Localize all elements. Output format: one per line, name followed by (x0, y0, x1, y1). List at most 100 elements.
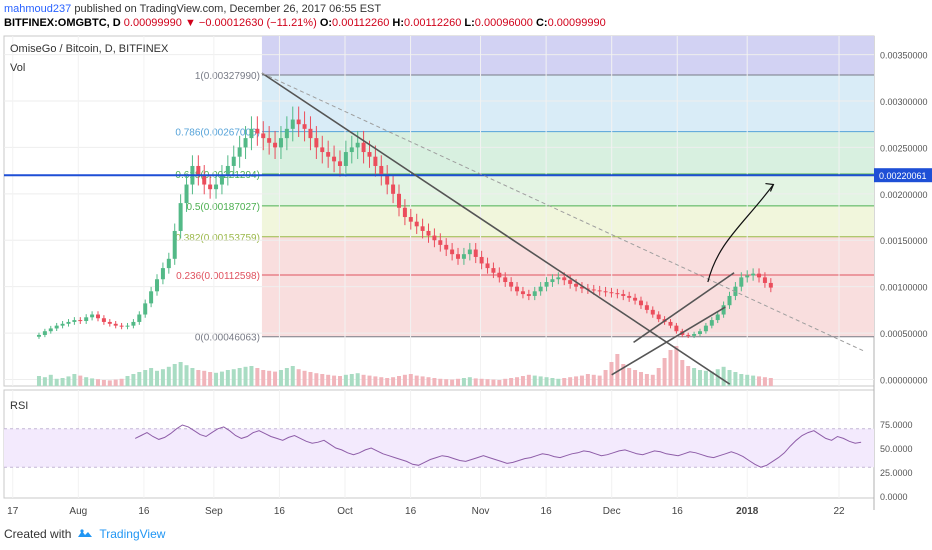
rsi-band (4, 428, 874, 468)
rsi-tick-label: 25.0000 (880, 468, 913, 478)
candle-body (166, 258, 171, 269)
candle-body (745, 275, 750, 278)
candle-body (278, 138, 283, 148)
candle-body (84, 317, 89, 322)
fib-label-0.382: 0.382(0.00153759) (175, 233, 260, 244)
candle-body (273, 142, 278, 148)
candle-body (633, 297, 638, 301)
volume-bar (762, 377, 767, 386)
volume-bar (467, 377, 472, 386)
volume-bar (585, 374, 590, 386)
last-price: 0.00099990 (123, 17, 182, 29)
volume-bar (709, 371, 714, 386)
volume-bar (396, 376, 401, 386)
volume-bar (155, 370, 160, 386)
candle-body (373, 156, 378, 166)
candle-body (526, 294, 531, 296)
volume-bar (219, 371, 224, 386)
volume-bar (267, 370, 272, 386)
volume-bar (255, 368, 260, 386)
candle-body (674, 325, 679, 332)
volume-bar (420, 376, 425, 386)
candle-body (615, 293, 620, 295)
price-tick-label: 0.00000000 (880, 376, 928, 386)
author-link[interactable]: mahmoud237 (4, 3, 72, 15)
volume-bar (361, 374, 366, 386)
candle-body (450, 249, 455, 255)
fib-zone-0.618 (261, 131, 874, 175)
candle-body (603, 291, 608, 293)
time-tick-label: Aug (69, 506, 87, 517)
rsi-pane (4, 424, 874, 468)
volume-bar (615, 354, 620, 386)
volume-bar (656, 368, 661, 386)
volume-bar (60, 378, 65, 386)
time-tick-label: 17 (7, 506, 19, 517)
fib-zone-0.786 (261, 75, 874, 132)
time-tick-label: 16 (405, 506, 417, 517)
price-tick-label: 0.00100000 (880, 283, 928, 293)
volume-bar (432, 378, 437, 386)
tradingview-brand-link[interactable]: TradingView (99, 527, 166, 541)
volume-bar (444, 379, 449, 386)
volume-bar (343, 374, 348, 386)
candle-body (591, 289, 596, 291)
candle-body (237, 147, 242, 157)
candle-body (113, 323, 118, 326)
volume-bar (438, 378, 443, 386)
trendline-0 (261, 72, 731, 385)
fib-zone-top (261, 36, 874, 76)
candle-body (703, 325, 708, 332)
volume-bar (337, 376, 342, 386)
fib-label-0.786: 0.786(0.00267006) (175, 128, 260, 139)
candle-body (715, 314, 720, 321)
volume-bar (532, 375, 537, 386)
drawings[interactable]: 0.00220061 (4, 72, 932, 385)
close-label: C: (535, 17, 548, 29)
candle-body (709, 320, 714, 326)
candle-body (261, 133, 266, 139)
candle-body (686, 334, 691, 336)
volume-bar (739, 374, 744, 386)
candle-body (479, 256, 484, 264)
candle-body (420, 226, 425, 231)
volume-label: Vol (10, 62, 25, 74)
fib-zone-0.382 (261, 205, 874, 237)
close-value: 0.00099990 (547, 17, 606, 29)
volume-bar (473, 378, 478, 386)
candle-body (467, 249, 472, 255)
volume-bar (225, 370, 230, 386)
volume-bar (137, 372, 142, 386)
volume-bar (302, 370, 307, 386)
volume-bar (278, 370, 283, 386)
candle-body (485, 263, 490, 269)
candle-body (101, 318, 106, 322)
fibonacci-retracement[interactable]: 1(0.00327990)0.786(0.00267006)0.618(0.00… (175, 36, 874, 344)
volume-bar (172, 364, 177, 386)
volume-bar (66, 376, 71, 386)
volume-bar (261, 370, 266, 386)
low-value: 0.00096000 (474, 17, 533, 29)
volume-bar (768, 378, 773, 386)
time-tick-label: 16 (274, 506, 286, 517)
candle-body (668, 321, 673, 326)
candle-body (438, 240, 443, 245)
volume-bar (320, 374, 325, 386)
candle-body (621, 294, 626, 296)
candle-body (78, 320, 83, 322)
volume-bar (214, 372, 219, 386)
projection-arrow (707, 184, 774, 283)
volume-bars (36, 346, 773, 386)
candle-body (532, 291, 537, 296)
candle-body (172, 230, 177, 259)
volume-bar (408, 374, 413, 386)
volume-bar (515, 377, 520, 386)
volume-bar (355, 373, 360, 386)
fib-zone-0.5 (261, 174, 874, 206)
volume-bar (95, 379, 100, 386)
volume-bar (284, 368, 289, 386)
volume-bar (160, 369, 165, 386)
volume-bar (196, 370, 201, 386)
candle-body (644, 305, 649, 310)
